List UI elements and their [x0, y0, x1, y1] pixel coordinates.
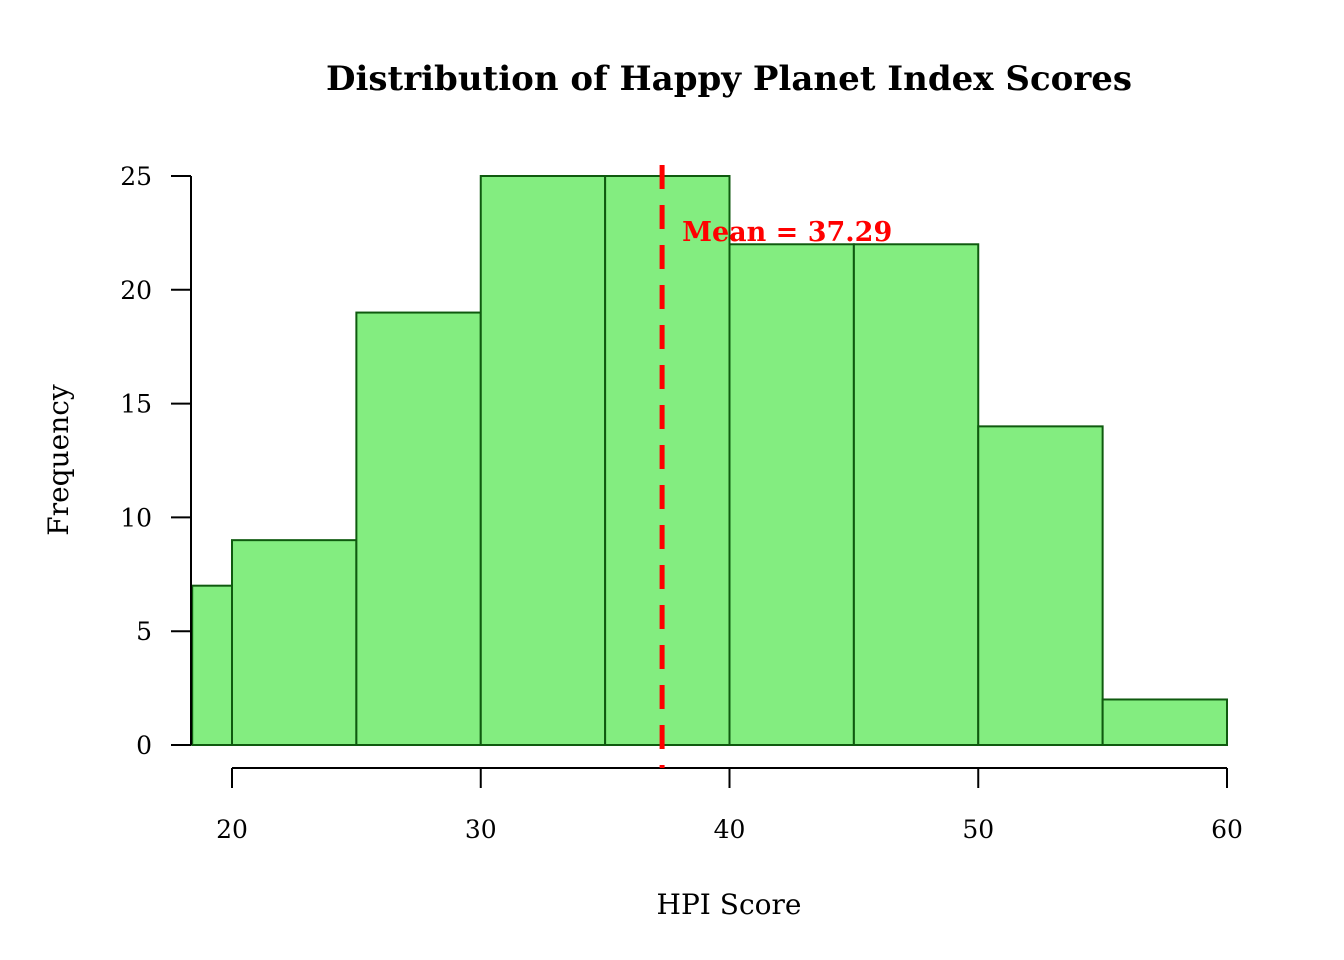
mean-label: Mean = 37.29 [682, 217, 892, 248]
y-tick-label: 15 [120, 390, 152, 419]
y-axis: 0 5 10 15 20 25 [120, 162, 192, 760]
histogram-bar [355, 311, 482, 746]
histogram-bar [604, 175, 731, 746]
chart-title: Distribution of Happy Planet Index Score… [326, 59, 1132, 99]
histogram-bar [191, 584, 233, 746]
histogram-bar [852, 243, 980, 746]
x-tick-label: 30 [465, 815, 497, 844]
x-axis-label: HPI Score [657, 888, 802, 921]
x-axis: 20 30 40 50 60 [216, 767, 1243, 844]
y-tick-label: 5 [136, 617, 152, 646]
histogram-bar [231, 539, 358, 746]
histogram-bar [1101, 698, 1228, 746]
bars-group [191, 175, 1228, 746]
histogram-bar [977, 425, 1104, 746]
y-tick-label: 20 [120, 276, 152, 305]
y-axis-label: Frequency [42, 384, 75, 536]
y-tick-label: 0 [136, 731, 152, 760]
y-tick-label: 25 [120, 162, 152, 191]
y-tick-label: 10 [120, 503, 152, 532]
x-tick-label: 60 [1211, 815, 1243, 844]
x-tick-label: 50 [962, 815, 994, 844]
histogram-bar [479, 175, 607, 746]
x-tick-label: 20 [216, 815, 248, 844]
x-tick-label: 40 [714, 815, 746, 844]
histogram-bar [728, 243, 855, 746]
mean-group: Mean = 37.29 [659, 165, 892, 768]
